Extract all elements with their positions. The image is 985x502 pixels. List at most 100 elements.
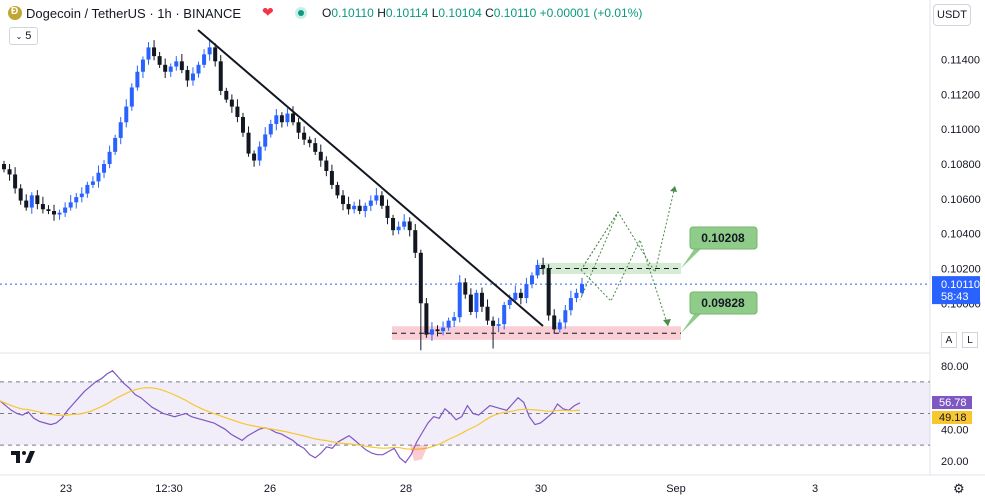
candle-body <box>268 123 273 135</box>
pullback-projection-path <box>579 211 619 301</box>
candle-body <box>213 47 218 62</box>
candle-body <box>402 221 407 227</box>
candle-body <box>357 205 362 212</box>
time-tick-label: 28 <box>400 483 412 495</box>
candle-body <box>185 70 190 81</box>
candle-body <box>235 106 240 118</box>
ohlc-values: O0.10110 H0.10114 L0.10104 C0.10110 +0.0… <box>322 6 642 20</box>
heart-icon[interactable]: ❤ <box>262 4 274 20</box>
candle-body <box>429 329 434 335</box>
candle-body <box>74 197 79 203</box>
currency-select[interactable]: USDT <box>933 4 971 26</box>
candle-body <box>502 305 507 325</box>
candle-body <box>40 204 45 210</box>
rsi-oversold-fill <box>410 445 428 461</box>
rsi-ma-line <box>0 387 581 450</box>
candle-body <box>435 329 440 332</box>
candle-body <box>168 66 173 72</box>
candle-body <box>385 205 390 218</box>
candle-body <box>96 172 101 182</box>
rsi-ma-value: 49.18 <box>939 412 967 424</box>
candle-body <box>341 195 346 205</box>
candle-body <box>291 113 295 123</box>
gear-icon[interactable]: ⚙ <box>953 481 965 496</box>
candle-body <box>102 164 107 173</box>
high-label: H <box>377 6 386 20</box>
candle-body <box>568 298 573 311</box>
descending-trendline[interactable] <box>197 29 544 327</box>
log-scale-button[interactable]: L <box>962 332 978 348</box>
bar-countdown: 58:43 <box>941 291 969 303</box>
candle-body <box>452 317 457 321</box>
candle-body <box>518 292 523 299</box>
symbol-title[interactable]: Dogecoin / TetherUS · 1h · BINANCE <box>26 6 242 21</box>
candle-body <box>424 303 429 335</box>
candle-body <box>329 170 334 185</box>
candle-body <box>396 226 401 231</box>
resistance-zone <box>538 262 681 275</box>
candle-body <box>307 139 312 144</box>
price-tick-label: 0.10200 <box>941 263 981 275</box>
candle-body <box>63 207 68 213</box>
candle-body <box>263 134 268 147</box>
projection-arrowhead-down <box>663 319 671 326</box>
candle-body <box>496 324 501 326</box>
candle-body <box>513 292 518 300</box>
candle-body <box>507 299 512 306</box>
candle-body <box>18 188 23 201</box>
chevron-down-icon: ⌄ <box>15 31 23 41</box>
auto-scale-button[interactable]: A <box>941 332 957 348</box>
candle-body <box>13 174 18 189</box>
candle-body <box>541 264 546 269</box>
candle-body <box>179 61 184 71</box>
candle-body <box>446 320 451 328</box>
candle-body <box>57 212 62 215</box>
candle-body <box>302 132 307 140</box>
candle-body <box>418 252 423 304</box>
candle-body <box>463 282 468 295</box>
indicator-collapse-button[interactable]: ⌄ 5 <box>9 27 38 45</box>
candle-body <box>313 143 318 152</box>
candle-body <box>468 294 473 312</box>
candle-body <box>174 61 179 67</box>
candle-body <box>352 205 357 210</box>
low-label: L <box>431 6 439 20</box>
candle-body <box>118 122 123 138</box>
current-price-value: 0.10110 <box>941 279 980 291</box>
price-tick-label: 0.10600 <box>941 194 981 206</box>
candle-body <box>318 151 323 161</box>
time-tick-label: 26 <box>264 483 276 495</box>
candle-body <box>202 54 207 65</box>
candle-body <box>163 64 168 72</box>
change-value: +0.00001 (+0.01%) <box>539 6 643 20</box>
candle-body <box>224 90 229 100</box>
candle-body <box>485 306 490 321</box>
close-label: C <box>485 6 494 20</box>
candle-body <box>479 292 484 307</box>
candle-body <box>574 292 579 299</box>
candle-body <box>29 195 34 208</box>
candle-body <box>257 146 262 161</box>
candle-body <box>552 315 557 330</box>
candle-body <box>85 184 90 194</box>
candle-body <box>524 284 529 299</box>
candle-body <box>546 268 551 316</box>
target-low-label-value: 0.09828 <box>701 296 745 310</box>
candle-body <box>580 284 584 293</box>
market-status-icon[interactable] <box>295 7 307 19</box>
target-high-label-box[interactable] <box>689 226 758 250</box>
candle-body <box>407 221 412 231</box>
candle-body <box>190 73 195 81</box>
target-low-label-box[interactable] <box>689 291 758 315</box>
rsi-tick-label: 80.00 <box>941 361 969 373</box>
rsi-line <box>0 370 581 464</box>
candle-body <box>152 47 157 57</box>
time-tick-label: 23 <box>60 483 72 495</box>
candle-body <box>335 184 340 196</box>
candle-body <box>474 292 479 312</box>
candle-body <box>457 282 462 318</box>
candle-body <box>363 205 368 212</box>
candle-body <box>52 211 57 215</box>
chart-legend-header: Dogecoin / TetherUS · 1h · BINANCE ❤ O0.… <box>0 0 930 28</box>
